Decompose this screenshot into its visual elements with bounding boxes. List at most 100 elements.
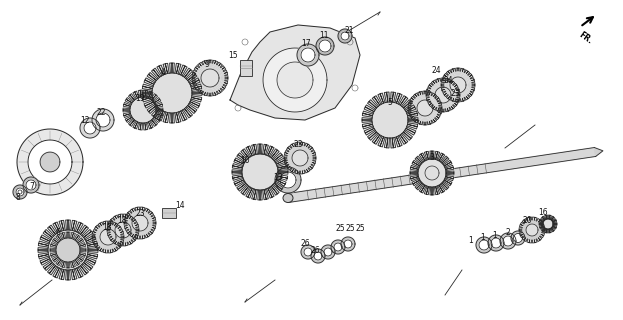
Polygon shape [40, 152, 60, 172]
Polygon shape [195, 63, 225, 93]
Polygon shape [479, 240, 489, 250]
Text: 17: 17 [301, 38, 311, 47]
Text: 23: 23 [450, 89, 460, 98]
Polygon shape [192, 60, 228, 96]
Polygon shape [80, 118, 100, 138]
Polygon shape [277, 62, 313, 98]
Polygon shape [127, 210, 153, 236]
Polygon shape [441, 68, 475, 102]
Text: 6: 6 [55, 228, 60, 236]
Polygon shape [301, 48, 315, 62]
Text: 23: 23 [135, 209, 145, 218]
Polygon shape [275, 167, 301, 193]
Text: 7: 7 [29, 181, 34, 190]
Text: 19: 19 [135, 93, 145, 102]
Polygon shape [107, 214, 139, 246]
Polygon shape [344, 240, 352, 248]
Text: 2: 2 [506, 228, 510, 236]
Polygon shape [321, 245, 335, 259]
Text: 25: 25 [335, 223, 345, 233]
Text: 26: 26 [300, 238, 310, 247]
Polygon shape [331, 240, 345, 254]
Polygon shape [263, 48, 327, 112]
Polygon shape [124, 207, 156, 239]
Polygon shape [132, 215, 148, 231]
Text: 25: 25 [355, 223, 365, 233]
Text: 24: 24 [443, 76, 453, 84]
Polygon shape [287, 145, 313, 171]
Polygon shape [232, 144, 288, 200]
Text: 22: 22 [96, 108, 106, 116]
Polygon shape [26, 180, 36, 190]
Polygon shape [341, 32, 349, 40]
Polygon shape [319, 40, 331, 52]
Polygon shape [513, 234, 523, 243]
Polygon shape [304, 248, 312, 256]
Ellipse shape [283, 194, 293, 203]
Bar [240, 60, 252, 76]
Text: 5: 5 [388, 98, 392, 107]
Polygon shape [519, 217, 545, 243]
Polygon shape [324, 248, 332, 256]
Polygon shape [142, 63, 202, 123]
Polygon shape [522, 220, 542, 240]
Polygon shape [23, 177, 39, 193]
Text: 23: 23 [293, 140, 303, 148]
Polygon shape [110, 217, 136, 243]
Polygon shape [16, 188, 24, 196]
Polygon shape [297, 44, 319, 66]
Text: 15: 15 [228, 51, 238, 60]
Polygon shape [526, 224, 538, 236]
Polygon shape [84, 122, 96, 134]
Polygon shape [450, 77, 466, 93]
Polygon shape [284, 142, 316, 174]
Text: 1: 1 [468, 236, 473, 244]
Text: 1: 1 [480, 233, 485, 242]
Polygon shape [92, 221, 124, 253]
Text: 26: 26 [310, 245, 320, 254]
Text: 20: 20 [522, 215, 532, 225]
Polygon shape [301, 245, 315, 259]
Text: 18: 18 [102, 222, 112, 231]
Polygon shape [334, 243, 342, 251]
Text: 12: 12 [80, 116, 90, 124]
Polygon shape [410, 151, 454, 195]
Text: 16: 16 [538, 207, 548, 217]
Polygon shape [435, 87, 451, 103]
Polygon shape [123, 90, 163, 130]
Text: FR.: FR. [577, 30, 594, 45]
Text: 11: 11 [319, 30, 329, 39]
Text: 3: 3 [430, 153, 434, 162]
Polygon shape [594, 148, 603, 156]
Polygon shape [316, 37, 334, 55]
Text: 1: 1 [493, 230, 497, 239]
Text: 4: 4 [161, 68, 166, 76]
Polygon shape [429, 81, 457, 109]
Text: 25: 25 [345, 223, 355, 233]
Polygon shape [488, 235, 504, 251]
Polygon shape [17, 129, 83, 195]
Polygon shape [503, 236, 513, 246]
Text: 18: 18 [117, 215, 126, 225]
Polygon shape [417, 100, 433, 116]
Polygon shape [500, 233, 516, 249]
Text: 10: 10 [240, 156, 250, 164]
Polygon shape [92, 109, 114, 131]
Polygon shape [341, 237, 355, 251]
Polygon shape [426, 78, 460, 112]
Polygon shape [491, 238, 501, 248]
Polygon shape [38, 220, 98, 280]
Text: 14: 14 [175, 201, 185, 210]
Polygon shape [362, 92, 418, 148]
Polygon shape [314, 252, 322, 260]
Text: 9: 9 [204, 60, 209, 68]
Polygon shape [95, 224, 121, 250]
Polygon shape [115, 222, 131, 238]
Polygon shape [280, 172, 296, 188]
Polygon shape [511, 231, 525, 245]
Polygon shape [230, 25, 360, 120]
Polygon shape [13, 185, 27, 199]
Polygon shape [444, 71, 472, 99]
Polygon shape [96, 113, 110, 127]
Polygon shape [100, 229, 116, 245]
